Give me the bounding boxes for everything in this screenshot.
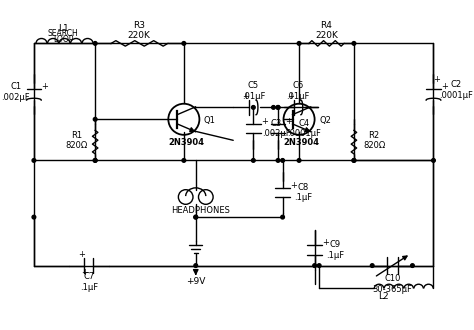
Circle shape xyxy=(410,264,414,267)
Circle shape xyxy=(194,264,198,267)
Text: +: + xyxy=(433,75,440,84)
Text: C3
.002μF: C3 .002μF xyxy=(262,119,291,138)
Text: C8
.1μF: C8 .1μF xyxy=(294,183,312,202)
Text: HEADPHONES: HEADPHONES xyxy=(171,206,230,214)
Circle shape xyxy=(276,159,280,162)
Circle shape xyxy=(182,42,186,45)
Circle shape xyxy=(297,159,301,162)
Circle shape xyxy=(276,106,280,109)
Circle shape xyxy=(194,215,198,219)
Text: LOOP: LOOP xyxy=(53,35,73,44)
Text: C5
.01μF: C5 .01μF xyxy=(242,81,265,101)
Circle shape xyxy=(352,159,356,162)
Text: L2: L2 xyxy=(378,292,389,301)
Text: C10
30-365μF: C10 30-365μF xyxy=(373,274,412,294)
Text: +: + xyxy=(81,268,88,277)
Circle shape xyxy=(432,159,435,162)
Circle shape xyxy=(194,215,198,219)
Text: Q1: Q1 xyxy=(204,116,216,125)
Text: 2N3904: 2N3904 xyxy=(169,138,205,147)
Text: C2
.0001μF: C2 .0001μF xyxy=(439,80,473,100)
Circle shape xyxy=(93,42,97,45)
Text: C6
.01μF: C6 .01μF xyxy=(286,81,310,101)
Text: +: + xyxy=(78,250,85,259)
Circle shape xyxy=(281,159,284,162)
Text: +: + xyxy=(441,82,448,91)
Circle shape xyxy=(32,215,36,219)
Text: SEARCH: SEARCH xyxy=(48,29,79,38)
Circle shape xyxy=(281,215,284,219)
Circle shape xyxy=(93,159,97,162)
Circle shape xyxy=(352,42,356,45)
Circle shape xyxy=(370,264,374,267)
Circle shape xyxy=(182,159,186,162)
Text: +: + xyxy=(290,181,297,190)
Text: +: + xyxy=(285,117,292,126)
Text: L1: L1 xyxy=(58,23,69,33)
Text: +: + xyxy=(322,239,329,248)
Text: +9V: +9V xyxy=(186,277,205,286)
Circle shape xyxy=(313,264,317,267)
Text: +: + xyxy=(243,92,249,101)
Text: C7
.1μF: C7 .1μF xyxy=(80,272,98,292)
Circle shape xyxy=(352,159,356,162)
Text: +: + xyxy=(287,92,294,101)
Text: R1
820Ω: R1 820Ω xyxy=(66,131,88,150)
Text: 2N3904: 2N3904 xyxy=(284,138,320,147)
Circle shape xyxy=(93,159,97,162)
Text: +: + xyxy=(261,117,268,126)
Text: C1
.002μF: C1 .002μF xyxy=(1,82,30,102)
Circle shape xyxy=(276,106,280,109)
Circle shape xyxy=(252,106,255,109)
Text: C9
.1μF: C9 .1μF xyxy=(326,240,344,260)
Circle shape xyxy=(272,106,275,109)
Text: R2
820Ω: R2 820Ω xyxy=(363,131,385,150)
Text: R3
220K: R3 220K xyxy=(128,21,150,40)
Circle shape xyxy=(93,117,97,121)
Circle shape xyxy=(297,42,301,45)
Text: Q2: Q2 xyxy=(319,116,331,125)
Circle shape xyxy=(252,159,255,162)
Circle shape xyxy=(318,264,321,267)
Circle shape xyxy=(32,159,36,162)
Text: C4
.0001μF: C4 .0001μF xyxy=(287,119,320,138)
Text: +: + xyxy=(41,82,48,91)
Text: R4
220K: R4 220K xyxy=(315,21,338,40)
